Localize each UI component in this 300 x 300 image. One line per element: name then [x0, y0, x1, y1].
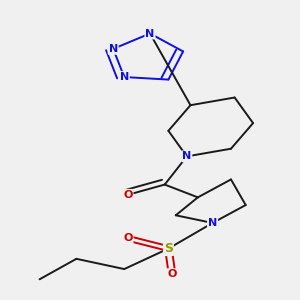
Text: O: O	[167, 269, 177, 279]
Text: O: O	[123, 233, 133, 243]
Text: N: N	[120, 72, 129, 82]
Text: N: N	[109, 44, 118, 54]
Text: O: O	[123, 190, 133, 200]
Text: N: N	[208, 218, 217, 228]
Text: N: N	[146, 28, 154, 38]
Text: S: S	[164, 242, 173, 255]
Text: N: N	[182, 152, 191, 161]
